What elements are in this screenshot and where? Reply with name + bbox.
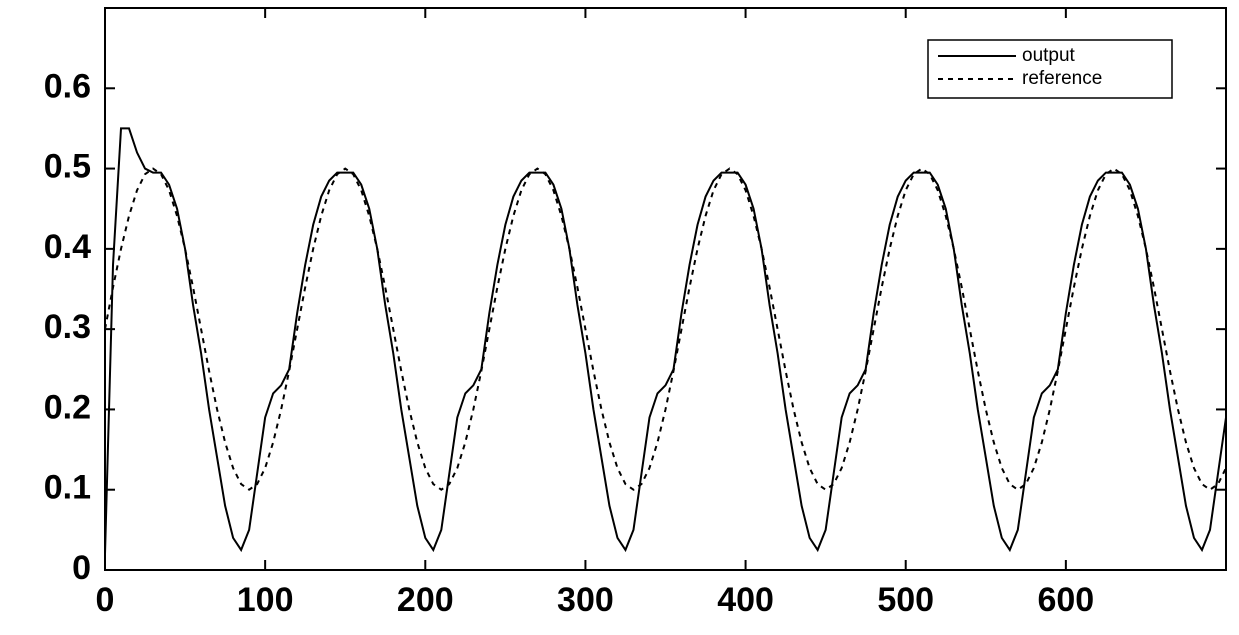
x-tick-label: 400 bbox=[717, 581, 774, 619]
y-tick-label: 0.3 bbox=[44, 308, 91, 346]
y-tick-label: 0 bbox=[72, 549, 91, 587]
y-tick-label: 0.2 bbox=[44, 388, 91, 426]
y-tick-label: 0.5 bbox=[44, 148, 91, 186]
x-tick-label: 100 bbox=[237, 581, 294, 619]
x-tick-label: 500 bbox=[877, 581, 934, 619]
legend-label: output bbox=[1022, 45, 1076, 66]
y-tick-label: 0.1 bbox=[44, 469, 91, 507]
line-series bbox=[104, 127, 1227, 554]
x-tick-label: 300 bbox=[557, 581, 614, 619]
legend-label: reference bbox=[1022, 68, 1102, 89]
plot-frame bbox=[104, 7, 1227, 571]
y-tick-label: 0.6 bbox=[44, 67, 91, 105]
x-tick-label: 200 bbox=[397, 581, 454, 619]
x-tick-label: 0 bbox=[96, 581, 115, 619]
y-tick-label: 0.4 bbox=[44, 228, 91, 266]
line-series bbox=[104, 167, 1227, 491]
x-tick-label: 600 bbox=[1037, 581, 1094, 619]
legend-box bbox=[927, 39, 1173, 99]
